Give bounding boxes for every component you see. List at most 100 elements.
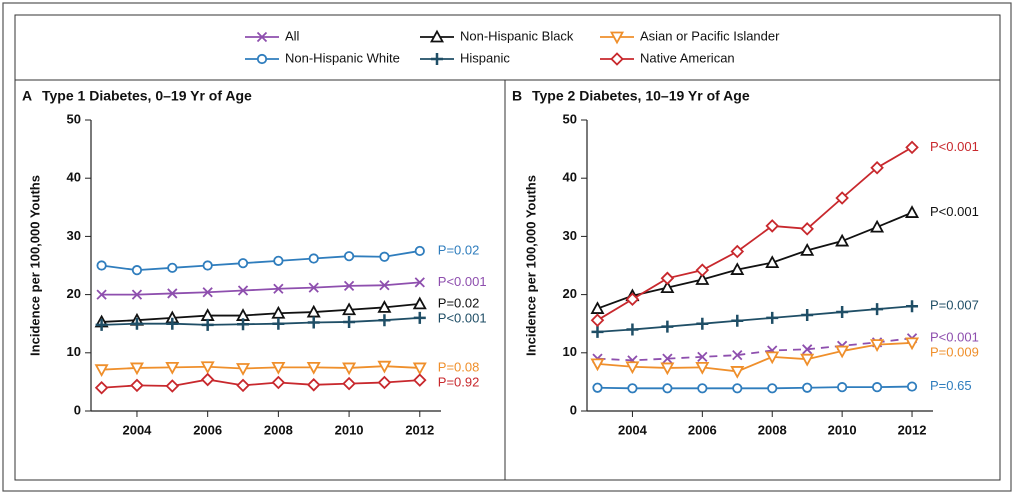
marker	[166, 317, 179, 330]
legend-marker	[256, 31, 268, 43]
legend-label: Asian or Pacific Islander	[640, 28, 780, 43]
x-tick-label: 2012	[405, 422, 434, 437]
x-tick-label: 2008	[758, 422, 787, 437]
legend-label: Native American	[640, 50, 735, 65]
chart-title: Type 2 Diabetes, 10–19 Yr of Age	[532, 88, 750, 104]
marker	[870, 219, 885, 233]
marker	[342, 362, 357, 376]
p-value-label: P=0.92	[438, 374, 480, 389]
legend-label: Hispanic	[460, 50, 510, 65]
marker	[236, 378, 250, 393]
series-line	[101, 303, 420, 323]
marker	[342, 302, 357, 316]
marker	[836, 306, 849, 319]
series-line	[101, 281, 420, 296]
panel-a-box	[14, 79, 506, 481]
marker	[273, 255, 284, 266]
y-tick-label: 0	[74, 402, 81, 417]
marker	[696, 317, 709, 330]
marker	[730, 262, 745, 275]
marker	[130, 317, 143, 330]
y-tick-label: 0	[570, 402, 577, 417]
marker	[835, 191, 849, 205]
y-tick-label: 50	[563, 111, 577, 126]
y-tick-label: 20	[563, 286, 577, 301]
series-line	[597, 385, 913, 390]
p-value-label: P<0.001	[438, 274, 487, 289]
legend-marker	[429, 29, 445, 43]
series-line	[597, 337, 913, 362]
marker	[697, 383, 708, 394]
marker	[307, 316, 320, 329]
marker	[905, 205, 920, 218]
marker	[200, 372, 215, 387]
marker	[802, 344, 813, 355]
y-tick-label: 20	[67, 286, 81, 301]
marker	[590, 313, 605, 327]
p-value-label: P<0.001	[438, 310, 487, 325]
marker	[800, 243, 815, 256]
marker	[412, 296, 427, 310]
x-tick-label: 2006	[193, 422, 222, 437]
marker	[379, 280, 390, 291]
marker	[695, 263, 710, 277]
marker	[765, 351, 780, 365]
marker	[905, 337, 920, 351]
legend-label: Non-Hispanic Black	[460, 28, 574, 43]
marker	[590, 358, 605, 372]
marker	[765, 255, 780, 268]
marker	[271, 375, 286, 390]
marker	[660, 362, 675, 376]
marker	[590, 301, 605, 314]
p-value-label: P<0.001	[930, 204, 979, 219]
marker	[732, 349, 743, 361]
p-value-label: P<0.001	[930, 139, 979, 154]
series-line	[101, 365, 420, 371]
marker	[273, 283, 284, 294]
marker	[343, 251, 355, 262]
series-line	[101, 250, 420, 272]
marker	[201, 318, 214, 331]
marker	[94, 380, 109, 395]
y-axis-label: Incidence per 100,000 Youths	[523, 175, 538, 356]
marker	[626, 323, 639, 336]
marker	[237, 285, 249, 296]
marker	[342, 376, 356, 391]
x-tick-label: 2004	[122, 422, 152, 437]
legend-marker	[610, 52, 624, 66]
marker	[413, 373, 427, 387]
marker	[130, 378, 144, 393]
y-tick-label: 50	[67, 111, 81, 126]
x-tick-label: 2008	[264, 422, 293, 437]
marker	[377, 375, 392, 390]
panel-letter: B	[512, 88, 522, 104]
p-value-label: P=0.08	[438, 359, 480, 374]
marker	[731, 314, 744, 327]
marker	[200, 361, 215, 375]
marker	[237, 318, 250, 331]
series-line	[101, 316, 420, 326]
marker	[905, 140, 919, 155]
series-line	[597, 211, 913, 310]
marker	[306, 361, 321, 375]
y-tick-label: 10	[563, 344, 577, 359]
marker	[129, 362, 144, 376]
series-line	[101, 378, 420, 389]
marker	[413, 311, 426, 324]
marker	[591, 325, 604, 338]
marker	[800, 353, 815, 367]
marker	[697, 351, 708, 363]
marker	[306, 378, 321, 392]
marker	[800, 222, 814, 236]
x-tick-label: 2010	[828, 422, 857, 437]
x-tick-label: 2010	[335, 422, 364, 437]
marker	[202, 287, 213, 298]
marker	[414, 277, 425, 288]
marker	[835, 233, 850, 247]
marker	[343, 280, 355, 292]
marker	[695, 272, 710, 285]
chart-title: Type 1 Diabetes, 0–19 Yr of Age	[42, 88, 252, 104]
y-tick-label: 10	[67, 344, 81, 359]
marker	[131, 289, 143, 300]
marker	[412, 362, 427, 376]
